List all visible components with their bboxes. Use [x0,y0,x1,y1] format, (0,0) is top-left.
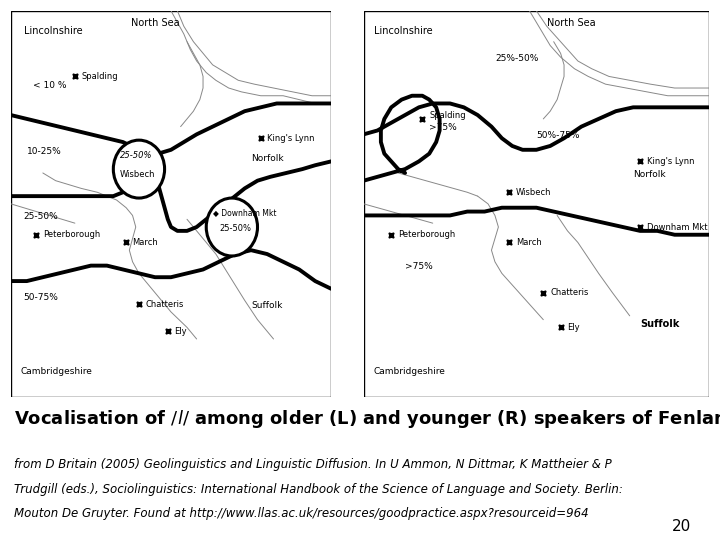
FancyBboxPatch shape [11,11,331,397]
Text: 50-75%: 50-75% [24,293,58,302]
Text: Ely: Ely [567,323,580,332]
Text: Wisbech: Wisbech [120,170,156,179]
Text: 10-25%: 10-25% [27,147,62,156]
Text: North Sea: North Sea [130,18,179,28]
Text: Chatteris: Chatteris [145,300,184,309]
FancyBboxPatch shape [364,11,709,397]
Text: North Sea: North Sea [546,18,595,28]
Text: Suffolk: Suffolk [640,319,680,329]
Text: Lincolnshire: Lincolnshire [374,26,433,36]
Text: Wisbech: Wisbech [516,188,552,197]
Text: 25-50%: 25-50% [219,224,251,233]
Text: >75%: >75% [429,124,457,132]
Text: >75%: >75% [405,262,433,272]
Text: 25%-50%: 25%-50% [495,54,539,63]
Text: Chatteris: Chatteris [550,288,588,297]
Text: 25-50%: 25-50% [24,212,58,221]
Text: Vocalisation of $\it{/l/}$ among older (L) and younger (R) speakers of Fenland E: Vocalisation of $\it{/l/}$ among older (… [14,408,720,430]
Text: Suffolk: Suffolk [251,301,282,310]
Text: March: March [516,238,541,247]
Ellipse shape [113,140,165,198]
Text: King's Lynn: King's Lynn [267,134,315,143]
Text: Norfolk: Norfolk [251,154,284,164]
Text: Norfolk: Norfolk [633,170,666,179]
Text: < 10 %: < 10 % [33,81,67,90]
Text: Peterborough: Peterborough [43,230,100,239]
Text: Cambridgeshire: Cambridgeshire [374,367,446,376]
Text: Peterborough: Peterborough [398,230,456,239]
Text: March: March [132,238,158,247]
Text: 25-50%: 25-50% [120,151,152,159]
Ellipse shape [206,198,258,256]
Text: ◆ Downham Mkt: ◆ Downham Mkt [212,208,276,218]
Text: Trudgill (eds.), Sociolinguistics: International Handbook of the Science of Lang: Trudgill (eds.), Sociolinguistics: Inter… [14,483,624,496]
Text: Ely: Ely [174,327,186,336]
Text: Lincolnshire: Lincolnshire [24,26,82,36]
Text: 50%-75%: 50%-75% [536,131,580,140]
Text: Cambridgeshire: Cambridgeshire [20,367,92,376]
Text: Spalding: Spalding [81,72,118,81]
Text: 20: 20 [672,519,691,534]
Text: from D Britain (2005) Geolinguistics and Linguistic Diffusion. In U Ammon, N Dit: from D Britain (2005) Geolinguistics and… [14,458,612,471]
Text: Spalding: Spalding [429,111,466,119]
Text: Mouton De Gruyter. Found at http://www.llas.ac.uk/resources/goodpractice.aspx?re: Mouton De Gruyter. Found at http://www.l… [14,507,589,520]
Text: King's Lynn: King's Lynn [647,157,695,166]
Text: Downham Mkt: Downham Mkt [647,222,708,232]
